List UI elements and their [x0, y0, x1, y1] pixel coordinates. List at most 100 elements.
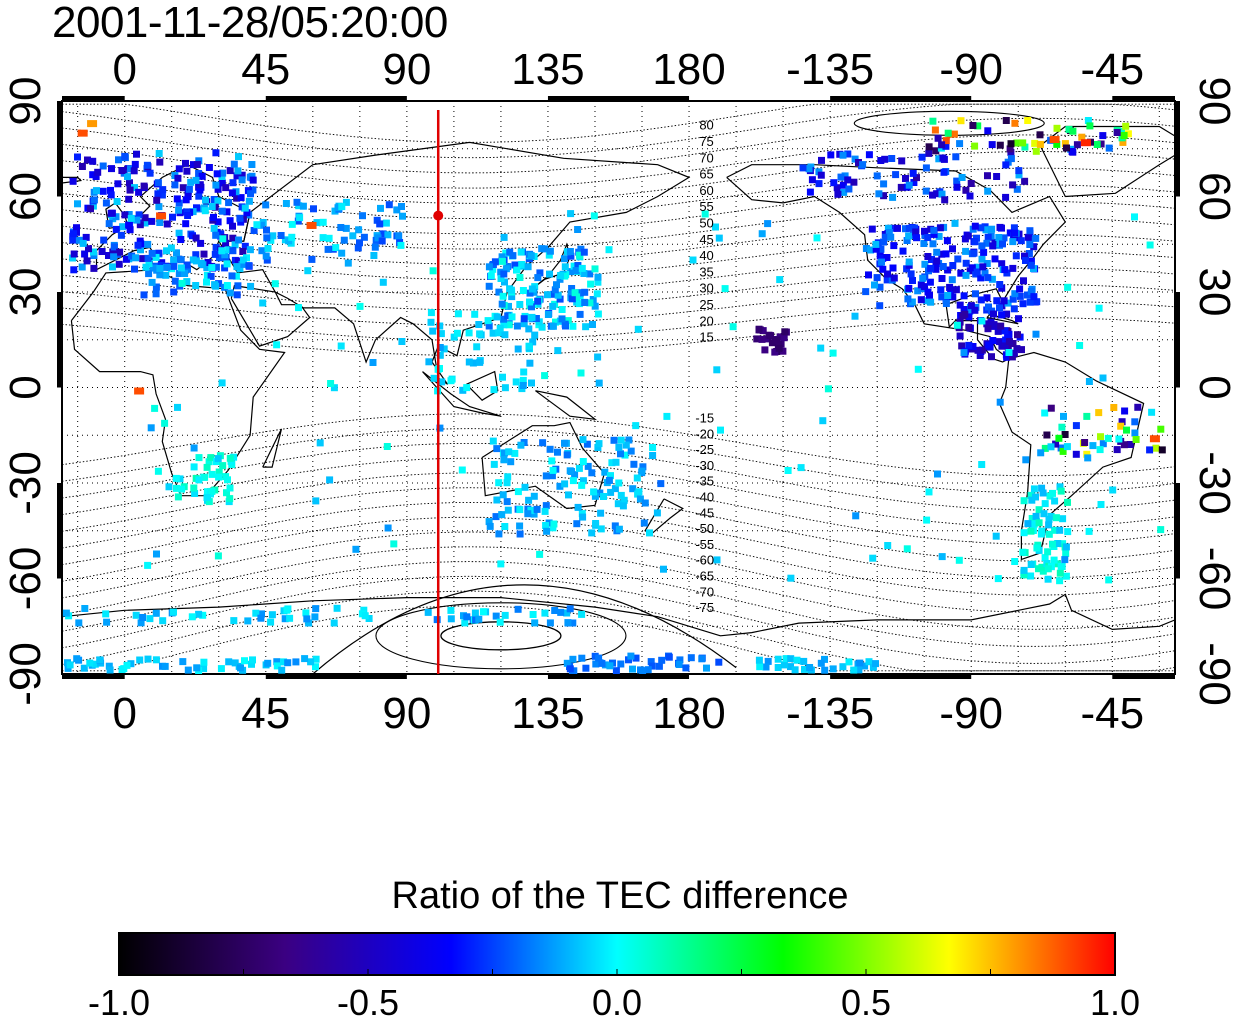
tec-patch	[258, 610, 265, 618]
y-tick-label-right: 0	[1190, 375, 1239, 399]
tec-patch	[1015, 315, 1022, 323]
tec-patch	[877, 157, 885, 164]
tec-patch	[187, 178, 195, 186]
tec-patch	[489, 437, 497, 445]
y-tick-label-left: 30	[1, 268, 50, 317]
tec-patch	[929, 117, 937, 125]
axis-bar-top	[1112, 96, 1175, 102]
tec-patch	[561, 439, 568, 447]
tec-patch	[962, 271, 970, 279]
tec-patch	[649, 444, 657, 451]
tec-patch	[485, 263, 493, 271]
tec-patch	[905, 232, 913, 240]
tec-patch	[759, 327, 767, 335]
tec-patch	[201, 473, 209, 481]
tec-patch	[845, 185, 853, 193]
tec-patch	[1152, 444, 1160, 452]
magnetic-contour	[62, 413, 1175, 477]
tec-patch	[495, 329, 503, 337]
magnetic-contour	[62, 487, 1175, 562]
tec-patch	[476, 358, 484, 366]
tec-patch	[450, 333, 458, 341]
contour-label: -45	[695, 505, 714, 520]
tec-patch	[925, 143, 933, 151]
tec-patch	[252, 609, 260, 617]
tec-patch	[938, 553, 946, 561]
tec-patch	[768, 339, 776, 347]
tec-patch	[1001, 342, 1009, 350]
tec-patch	[974, 122, 982, 130]
y-tick-label-left: 60	[1, 172, 50, 221]
colorbar-tick-label: -0.5	[336, 982, 400, 1023]
tec-patch	[567, 290, 575, 298]
tec-patch	[988, 141, 996, 149]
tec-patch	[398, 203, 405, 210]
tec-patch	[627, 652, 635, 660]
tec-patch	[1105, 576, 1113, 584]
tec-patch	[102, 199, 110, 207]
tec-patch	[184, 666, 192, 674]
tec-patch	[1095, 304, 1103, 312]
tec-patch	[1003, 310, 1011, 318]
x-tick-label-top: 45	[241, 45, 290, 94]
tec-patch	[944, 129, 952, 137]
tec-patch	[865, 271, 872, 279]
tec-patch	[1105, 144, 1113, 152]
tec-patch	[1024, 291, 1031, 299]
tec-patch	[188, 613, 196, 621]
tec-patch	[152, 656, 160, 664]
coastline	[62, 593, 1175, 637]
tec-patch	[178, 485, 186, 493]
tec-patch	[561, 263, 569, 271]
tec-patch	[946, 283, 954, 291]
tec-patch	[257, 221, 265, 229]
tec-patch	[175, 270, 183, 277]
tec-patch	[928, 256, 935, 263]
tec-patch	[501, 384, 509, 392]
tec-patch	[288, 220, 296, 228]
tec-patch	[1011, 119, 1019, 127]
tec-patch	[525, 325, 533, 333]
tec-patch	[1072, 450, 1080, 458]
x-tick-label-top: 0	[112, 45, 136, 94]
tec-patch	[715, 658, 723, 666]
tec-patch	[90, 248, 97, 256]
tec-patch	[587, 280, 595, 288]
tec-patch	[108, 209, 116, 217]
tec-patch	[861, 662, 869, 670]
tec-patch	[1038, 563, 1046, 571]
tec-patch	[491, 258, 499, 266]
tec-patch	[872, 245, 880, 253]
tec-patch	[1059, 447, 1067, 455]
tec-patch	[969, 122, 977, 129]
tec-patch	[514, 605, 522, 613]
tec-patch	[1134, 403, 1142, 411]
tec-patch	[629, 665, 636, 673]
tec-patch	[1021, 177, 1029, 185]
tec-patch	[122, 255, 130, 263]
tec-patch	[989, 337, 997, 344]
tec-patch	[579, 436, 587, 444]
axis-bar-bottom	[830, 673, 972, 679]
tec-patch	[758, 335, 766, 343]
tec-patch	[82, 233, 90, 241]
tec-patch	[813, 234, 821, 242]
magnetic-contour	[62, 250, 1175, 296]
tec-patch	[885, 229, 893, 236]
tec-patch	[588, 469, 596, 477]
tec-patch	[308, 255, 316, 263]
tec-patch	[360, 606, 368, 614]
tec-patch	[633, 474, 641, 482]
tec-patch	[179, 184, 187, 192]
tec-patch	[995, 338, 1003, 346]
tec-patch	[657, 480, 665, 488]
tec-patch	[1027, 257, 1035, 265]
y-tick-label-left: -60	[1, 547, 50, 611]
tec-patch	[127, 660, 135, 668]
tec-patch	[962, 259, 970, 267]
tec-patch	[155, 203, 163, 211]
tec-patch	[229, 222, 236, 230]
tec-patch	[1032, 493, 1039, 501]
tec-patch	[438, 378, 446, 386]
tec-patch	[126, 226, 134, 234]
